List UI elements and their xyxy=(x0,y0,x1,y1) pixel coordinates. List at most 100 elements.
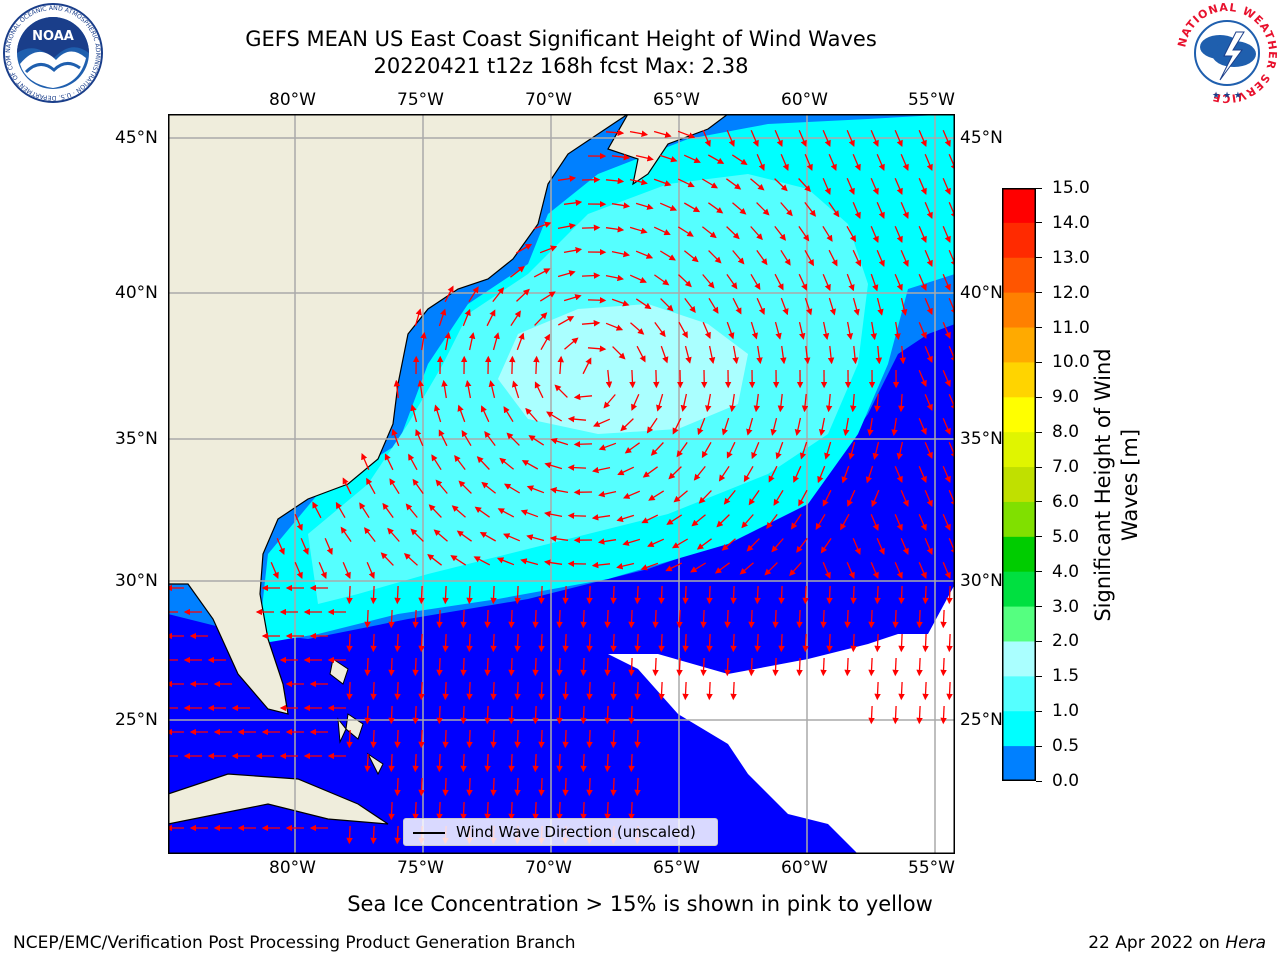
wave-direction-arrow xyxy=(484,430,496,446)
colorbar-tick-mark xyxy=(1036,640,1042,642)
wave-direction-arrow xyxy=(474,506,490,518)
wave-direction-arrow xyxy=(802,585,809,605)
wave-direction-arrow xyxy=(418,585,425,605)
wave-direction-arrow xyxy=(441,379,448,399)
wave-direction-arrow xyxy=(707,154,725,164)
wave-direction-arrow xyxy=(466,777,473,797)
wave-direction-arrow xyxy=(473,556,491,566)
wave-direction-arrow xyxy=(539,245,558,254)
wave-direction-arrow xyxy=(508,801,515,821)
wave-direction-arrow xyxy=(388,753,395,773)
wave-direction-arrow xyxy=(771,538,784,553)
wave-direction-arrow xyxy=(798,226,810,242)
colorbar-tick-label: 7.0 xyxy=(1052,457,1080,478)
wave-direction-arrow xyxy=(544,462,563,470)
wave-direction-arrow xyxy=(798,273,808,291)
wave-direction-arrow xyxy=(870,321,877,341)
wave-direction-arrow xyxy=(481,481,497,494)
wave-direction-arrow xyxy=(900,489,909,507)
wave-direction-arrow xyxy=(850,633,857,653)
wave-direction-arrow xyxy=(718,465,730,482)
wave-direction-arrow xyxy=(427,554,442,566)
wave-direction-arrow xyxy=(898,633,905,653)
wave-direction-arrow xyxy=(826,585,833,605)
wave-direction-arrow xyxy=(563,199,583,206)
wave-direction-arrow xyxy=(388,801,395,821)
wave-direction-arrow xyxy=(514,633,521,653)
wave-direction-arrow xyxy=(620,418,634,432)
wave-direction-arrow xyxy=(461,429,472,447)
wave-direction-arrow xyxy=(635,298,652,310)
wave-direction-arrow xyxy=(364,705,371,725)
wave-direction-arrow xyxy=(611,250,630,258)
wave-direction-arrow xyxy=(698,490,712,504)
wave-direction-arrow xyxy=(391,428,400,447)
wave-direction-arrow xyxy=(387,527,400,542)
wave-direction-arrow xyxy=(580,801,587,821)
wave-direction-arrow xyxy=(514,777,521,797)
wave-direction-arrow xyxy=(648,490,665,501)
wave-direction-arrow xyxy=(756,202,770,216)
wave-direction-arrow xyxy=(612,346,626,360)
colorbar-segment xyxy=(1002,188,1036,224)
wave-direction-arrow xyxy=(658,585,665,605)
wave-direction-arrow xyxy=(581,272,601,279)
wave-direction-arrow xyxy=(942,129,951,147)
wave-direction-arrow xyxy=(300,537,309,555)
wave-direction-arrow xyxy=(634,777,641,797)
colorbar-tick-label: 9.0 xyxy=(1052,387,1080,408)
wave-direction-arrow xyxy=(851,345,859,365)
wave-direction-arrow xyxy=(533,221,552,230)
wave-direction-arrow xyxy=(388,657,395,677)
wave-direction-arrow xyxy=(499,457,515,470)
wave-direction-arrow xyxy=(604,657,611,677)
wave-direction-arrow xyxy=(490,633,497,653)
wave-direction-arrow xyxy=(410,528,424,542)
wave-direction-arrow xyxy=(591,514,611,521)
colorbar-segment xyxy=(1002,711,1036,747)
wave-direction-arrow xyxy=(533,355,540,375)
wave-direction-arrow xyxy=(605,369,613,389)
wave-direction-arrow xyxy=(700,609,707,629)
wave-direction-arrow xyxy=(418,633,425,653)
wave-direction-arrow xyxy=(436,753,443,773)
wave-direction-arrow xyxy=(412,657,419,677)
land-bahamas xyxy=(329,658,384,776)
wave-direction-arrow xyxy=(668,466,682,480)
wave-direction-arrow xyxy=(436,609,443,629)
wave-direction-arrow xyxy=(918,417,927,435)
colorbar-tick-label: 1.0 xyxy=(1052,701,1080,722)
colorbar-tick-label: 0.5 xyxy=(1052,736,1080,757)
colorbar-segment xyxy=(1002,257,1036,294)
wave-direction-arrow xyxy=(768,465,778,483)
wave-direction-arrow xyxy=(802,633,809,653)
colorbar-tick-mark xyxy=(1036,292,1042,294)
wave-direction-arrow xyxy=(705,393,712,413)
wave-direction-arrow xyxy=(564,337,579,350)
wave-direction-arrow xyxy=(359,502,370,519)
wave-direction-arrow xyxy=(660,345,669,364)
colorbar-tick-label: 3.0 xyxy=(1052,596,1080,617)
wave-direction-arrow xyxy=(875,345,883,365)
wave-direction-arrow xyxy=(414,308,422,327)
colorbar-tick-mark xyxy=(1036,431,1042,433)
wave-direction-arrow xyxy=(462,308,471,327)
wave-direction-arrow xyxy=(488,380,496,399)
colorbar-tick-label: 2.0 xyxy=(1052,631,1080,652)
wave-direction-arrow xyxy=(598,442,617,451)
wave-direction-arrow xyxy=(610,681,617,701)
wave-direction-arrow xyxy=(324,537,333,555)
colorbar-tick-label: 13.0 xyxy=(1052,247,1090,268)
wave-direction-arrow xyxy=(900,249,909,267)
wave-direction-arrow xyxy=(756,153,765,171)
wave-direction-arrow xyxy=(870,129,879,147)
wave-direction-arrow xyxy=(772,609,779,629)
wave-direction-arrow xyxy=(532,657,539,677)
wave-direction-arrow xyxy=(389,478,400,495)
wave-direction-arrow xyxy=(581,319,601,327)
wave-direction-arrow xyxy=(870,513,879,531)
wave-direction-arrow xyxy=(652,369,660,389)
wave-direction-arrow xyxy=(520,558,539,566)
wave-direction-arrow xyxy=(876,249,885,267)
wave-direction-arrow xyxy=(628,705,635,725)
